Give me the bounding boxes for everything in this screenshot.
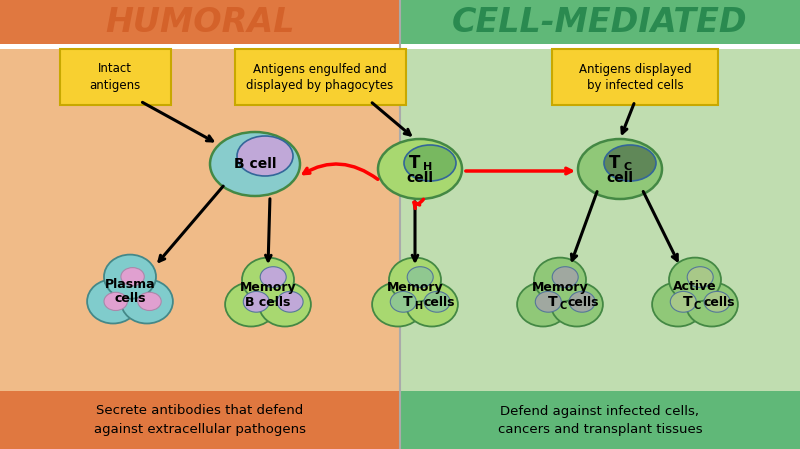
Ellipse shape [372, 282, 424, 326]
Text: T: T [610, 154, 621, 172]
Text: T: T [548, 295, 558, 309]
Text: HUMORAL: HUMORAL [106, 5, 294, 39]
Ellipse shape [551, 282, 603, 326]
Text: Plasma: Plasma [105, 277, 155, 291]
Ellipse shape [407, 267, 434, 287]
Text: Secrete antibodies that defend
against extracellular pathogens: Secrete antibodies that defend against e… [94, 405, 306, 436]
Text: Antigens displayed
by infected cells: Antigens displayed by infected cells [578, 62, 691, 92]
FancyBboxPatch shape [234, 49, 406, 105]
Bar [400, 391, 800, 449]
FancyBboxPatch shape [552, 49, 718, 105]
Ellipse shape [243, 291, 270, 312]
Text: cell: cell [606, 171, 634, 185]
Text: T: T [683, 295, 693, 309]
Ellipse shape [652, 282, 704, 326]
Text: C: C [694, 301, 702, 311]
Ellipse shape [535, 291, 562, 312]
Ellipse shape [237, 136, 293, 176]
Ellipse shape [259, 282, 311, 326]
FancyBboxPatch shape [59, 49, 170, 105]
Ellipse shape [121, 279, 173, 323]
Text: Memory: Memory [532, 281, 588, 294]
Ellipse shape [378, 139, 462, 199]
Ellipse shape [121, 268, 144, 286]
Text: cells: cells [703, 295, 734, 308]
Ellipse shape [552, 267, 578, 287]
Ellipse shape [534, 258, 586, 302]
Ellipse shape [104, 255, 156, 299]
Text: cells: cells [568, 295, 599, 308]
Text: Active: Active [673, 281, 717, 294]
Ellipse shape [704, 291, 730, 312]
Text: Defend against infected cells,
cancers and transplant tissues: Defend against infected cells, cancers a… [498, 405, 702, 436]
Ellipse shape [389, 258, 441, 302]
Text: cells: cells [423, 295, 454, 308]
Ellipse shape [277, 291, 303, 312]
Text: cell: cell [406, 171, 434, 185]
Text: Antigens engulfed and
displayed by phagocytes: Antigens engulfed and displayed by phago… [246, 62, 394, 92]
Text: H: H [414, 301, 422, 311]
Bar [0, 0, 400, 44]
Ellipse shape [424, 291, 450, 312]
Text: CELL-MEDIATED: CELL-MEDIATED [452, 5, 748, 39]
Text: B cell: B cell [234, 157, 276, 171]
Text: C: C [559, 301, 566, 311]
Bar [400, 0, 800, 44]
Ellipse shape [87, 279, 139, 323]
Ellipse shape [670, 291, 696, 312]
Text: Memory: Memory [386, 281, 443, 294]
Ellipse shape [406, 282, 458, 326]
Ellipse shape [404, 145, 456, 181]
Ellipse shape [138, 292, 161, 311]
Ellipse shape [604, 145, 656, 181]
Bar [400, 49, 800, 394]
Text: cells: cells [114, 291, 146, 304]
Ellipse shape [260, 267, 286, 287]
Ellipse shape [569, 291, 595, 312]
Ellipse shape [669, 258, 721, 302]
Text: Intact
antigens: Intact antigens [90, 62, 141, 92]
Bar [0, 391, 400, 449]
Text: Memory: Memory [240, 281, 296, 294]
Ellipse shape [686, 282, 738, 326]
Text: H: H [423, 162, 432, 172]
Text: T: T [403, 295, 413, 309]
Ellipse shape [578, 139, 662, 199]
Ellipse shape [390, 291, 416, 312]
Ellipse shape [517, 282, 569, 326]
Ellipse shape [687, 267, 714, 287]
Ellipse shape [225, 282, 277, 326]
Ellipse shape [210, 132, 300, 196]
Bar [0, 49, 400, 394]
Text: T: T [410, 154, 421, 172]
Text: C: C [623, 162, 631, 172]
Text: B cells: B cells [246, 295, 290, 308]
Ellipse shape [104, 292, 127, 311]
Ellipse shape [242, 258, 294, 302]
